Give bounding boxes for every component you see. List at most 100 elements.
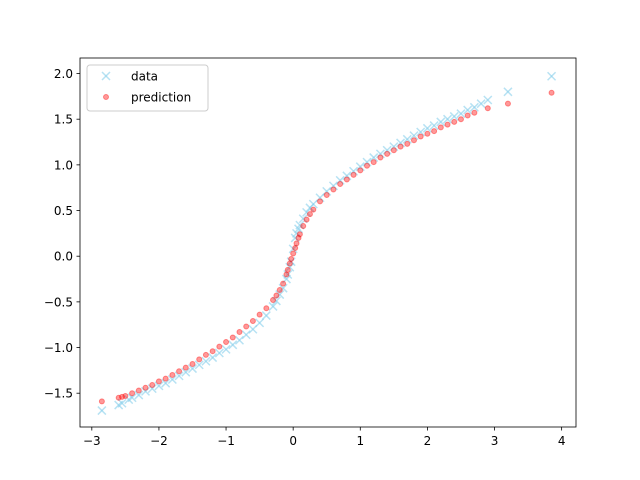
data-point xyxy=(154,381,164,391)
legend-prediction-label: prediction xyxy=(131,91,191,105)
x-tick-label: 0 xyxy=(289,434,297,448)
data-point xyxy=(295,220,305,230)
prediction-point xyxy=(284,266,291,273)
prediction-point xyxy=(276,286,283,293)
data-point xyxy=(302,207,312,217)
prediction-point xyxy=(306,211,313,218)
x-tick-label: 2 xyxy=(424,434,432,448)
prediction-point xyxy=(135,387,142,394)
data-point xyxy=(382,145,392,155)
data-point xyxy=(342,171,352,181)
x-tick-label: −1 xyxy=(217,434,235,448)
data-point xyxy=(436,117,446,127)
prediction-point xyxy=(229,334,236,341)
data-point xyxy=(369,153,379,163)
prediction-point xyxy=(122,392,129,399)
data-point xyxy=(322,186,332,196)
data-point xyxy=(396,138,406,148)
data-point xyxy=(167,374,177,385)
data-point xyxy=(288,244,298,254)
prediction-point xyxy=(300,223,307,230)
data-point xyxy=(241,330,251,340)
prediction-point xyxy=(283,271,290,278)
data-point xyxy=(140,386,151,396)
data-point xyxy=(278,283,288,293)
data-point xyxy=(285,262,295,272)
x-tick-label: −3 xyxy=(83,434,101,448)
data-point xyxy=(97,406,107,416)
prediction-point xyxy=(209,348,216,355)
prediction-point xyxy=(471,109,478,116)
y-tick-label: −1.5 xyxy=(44,387,73,401)
prediction-point xyxy=(290,250,297,257)
prediction-point xyxy=(162,375,169,382)
prediction-point xyxy=(273,292,280,299)
prediction-point xyxy=(437,124,444,131)
prediction-point xyxy=(370,159,377,166)
prediction-point xyxy=(280,280,287,287)
prediction-point xyxy=(98,398,105,405)
data-point xyxy=(402,134,412,144)
y-tick-label: 1.0 xyxy=(54,158,73,172)
prediction-point xyxy=(182,364,189,371)
data-point xyxy=(147,384,157,394)
prediction-point xyxy=(129,390,136,397)
prediction-point xyxy=(292,244,299,251)
y-tick-label: 1.5 xyxy=(54,113,73,127)
prediction-point xyxy=(243,323,250,330)
data-point xyxy=(335,175,345,185)
prediction-point xyxy=(317,198,324,205)
data-point xyxy=(234,335,245,345)
data-point xyxy=(476,99,486,109)
y-tick-label: −1.0 xyxy=(44,341,73,355)
prediction-point xyxy=(457,116,464,123)
prediction-point xyxy=(288,255,295,262)
data-point xyxy=(201,356,211,366)
prediction-point xyxy=(484,105,491,112)
prediction-point xyxy=(343,176,350,183)
prediction-point xyxy=(548,89,555,96)
data-point xyxy=(117,398,127,408)
data-point xyxy=(362,157,372,167)
data-point xyxy=(483,95,493,105)
legend-data-label: data xyxy=(131,70,158,84)
legend: data prediction xyxy=(86,64,209,112)
prediction-point xyxy=(295,234,302,241)
prediction-point xyxy=(410,137,417,144)
plot-area xyxy=(80,58,576,427)
y-tick-label: 2.0 xyxy=(54,67,73,81)
prediction-point xyxy=(444,121,451,128)
data-point xyxy=(134,390,144,400)
y-axis: −1.5 −1.0 −0.5 0.0 0.5 1.0 1.5 2.0 xyxy=(44,67,80,401)
y-tick-label: 0.5 xyxy=(54,204,73,218)
data-point xyxy=(328,181,338,191)
prediction-point xyxy=(350,171,357,178)
data-point xyxy=(194,360,204,370)
prediction-point xyxy=(223,339,230,346)
prediction-point xyxy=(464,112,471,119)
data-point xyxy=(429,121,439,131)
prediction-point xyxy=(330,186,337,193)
data-point xyxy=(456,109,466,119)
x-axis: −3 −2 −1 0 1 2 3 4 xyxy=(83,427,565,448)
prediction-point xyxy=(337,181,344,188)
prediction-point xyxy=(404,140,411,147)
data-point xyxy=(228,340,238,350)
prediction-point xyxy=(149,381,156,388)
prediction-point xyxy=(119,393,126,400)
prediction-point xyxy=(424,130,431,137)
data-point xyxy=(409,131,419,141)
y-tick-label: 0.0 xyxy=(54,250,73,264)
data-point xyxy=(187,364,198,374)
data-point xyxy=(208,353,218,363)
prediction-point xyxy=(310,206,317,213)
data-point xyxy=(422,123,432,133)
prediction-point xyxy=(296,231,303,238)
prediction-point xyxy=(155,378,162,385)
data-point xyxy=(275,290,285,300)
data-point xyxy=(298,214,308,224)
prediction-point xyxy=(263,305,270,312)
data-point xyxy=(286,257,296,267)
data-point xyxy=(261,311,271,321)
prediction-point xyxy=(256,311,263,318)
